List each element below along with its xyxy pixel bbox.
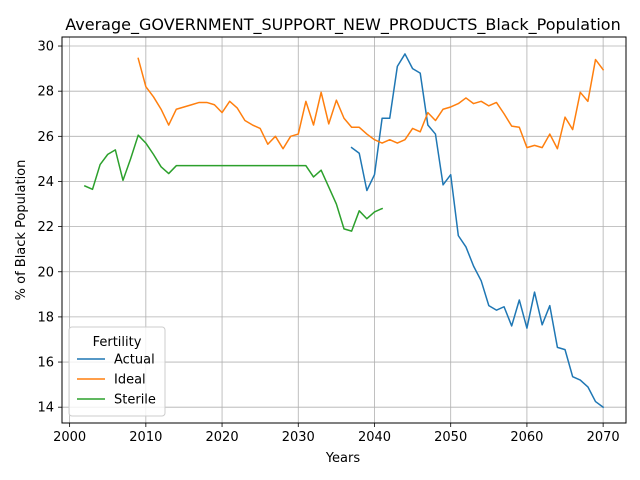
series-group <box>83 53 605 409</box>
y-tick-label: 26 <box>37 130 54 145</box>
legend-label-sterile: Sterile <box>114 393 156 408</box>
x-tick-label: 2030 <box>282 430 315 445</box>
x-tick-label: 2060 <box>510 430 543 445</box>
x-tick-label: 2050 <box>434 430 467 445</box>
y-tick-label: 16 <box>37 356 54 371</box>
legend-box <box>68 326 166 417</box>
plot-frame <box>61 36 627 424</box>
y-tick-label: 20 <box>37 265 54 280</box>
series-line-actual <box>350 53 605 409</box>
y-tick-label: 28 <box>37 85 54 100</box>
series-line-ideal <box>137 57 605 150</box>
legend-label-actual: Actual <box>114 353 155 368</box>
y-tick-label: 22 <box>37 220 54 235</box>
x-tick-label: 2020 <box>206 430 239 445</box>
x-tick-label: 2010 <box>129 430 162 445</box>
x-tick-label: 2070 <box>587 430 620 445</box>
series-line-sterile <box>83 134 384 232</box>
legend-title: Fertility <box>93 335 142 350</box>
legend-label-ideal: Ideal <box>114 373 146 388</box>
x-tick-label: 2000 <box>53 430 86 445</box>
y-axis: 14 16 18 20 22 24 26 28 30 <box>37 40 62 416</box>
y-tick-label: 14 <box>37 401 54 416</box>
x-tick-label: 2040 <box>358 430 391 445</box>
y-tick-label: 18 <box>37 310 54 325</box>
x-axis: 2000 2010 2020 2030 2040 2050 2060 2070 <box>53 423 620 445</box>
y-tick-label: 30 <box>37 40 54 55</box>
legend: Fertility Actual Ideal Sterile <box>68 326 166 417</box>
x-axis-label: Years <box>325 451 361 466</box>
chart-title: Average_GOVERNMENT_SUPPORT_NEW_PRODUCTS_… <box>65 15 620 35</box>
y-axis-label: % of Black Population <box>14 160 29 301</box>
y-tick-label: 24 <box>37 175 54 190</box>
